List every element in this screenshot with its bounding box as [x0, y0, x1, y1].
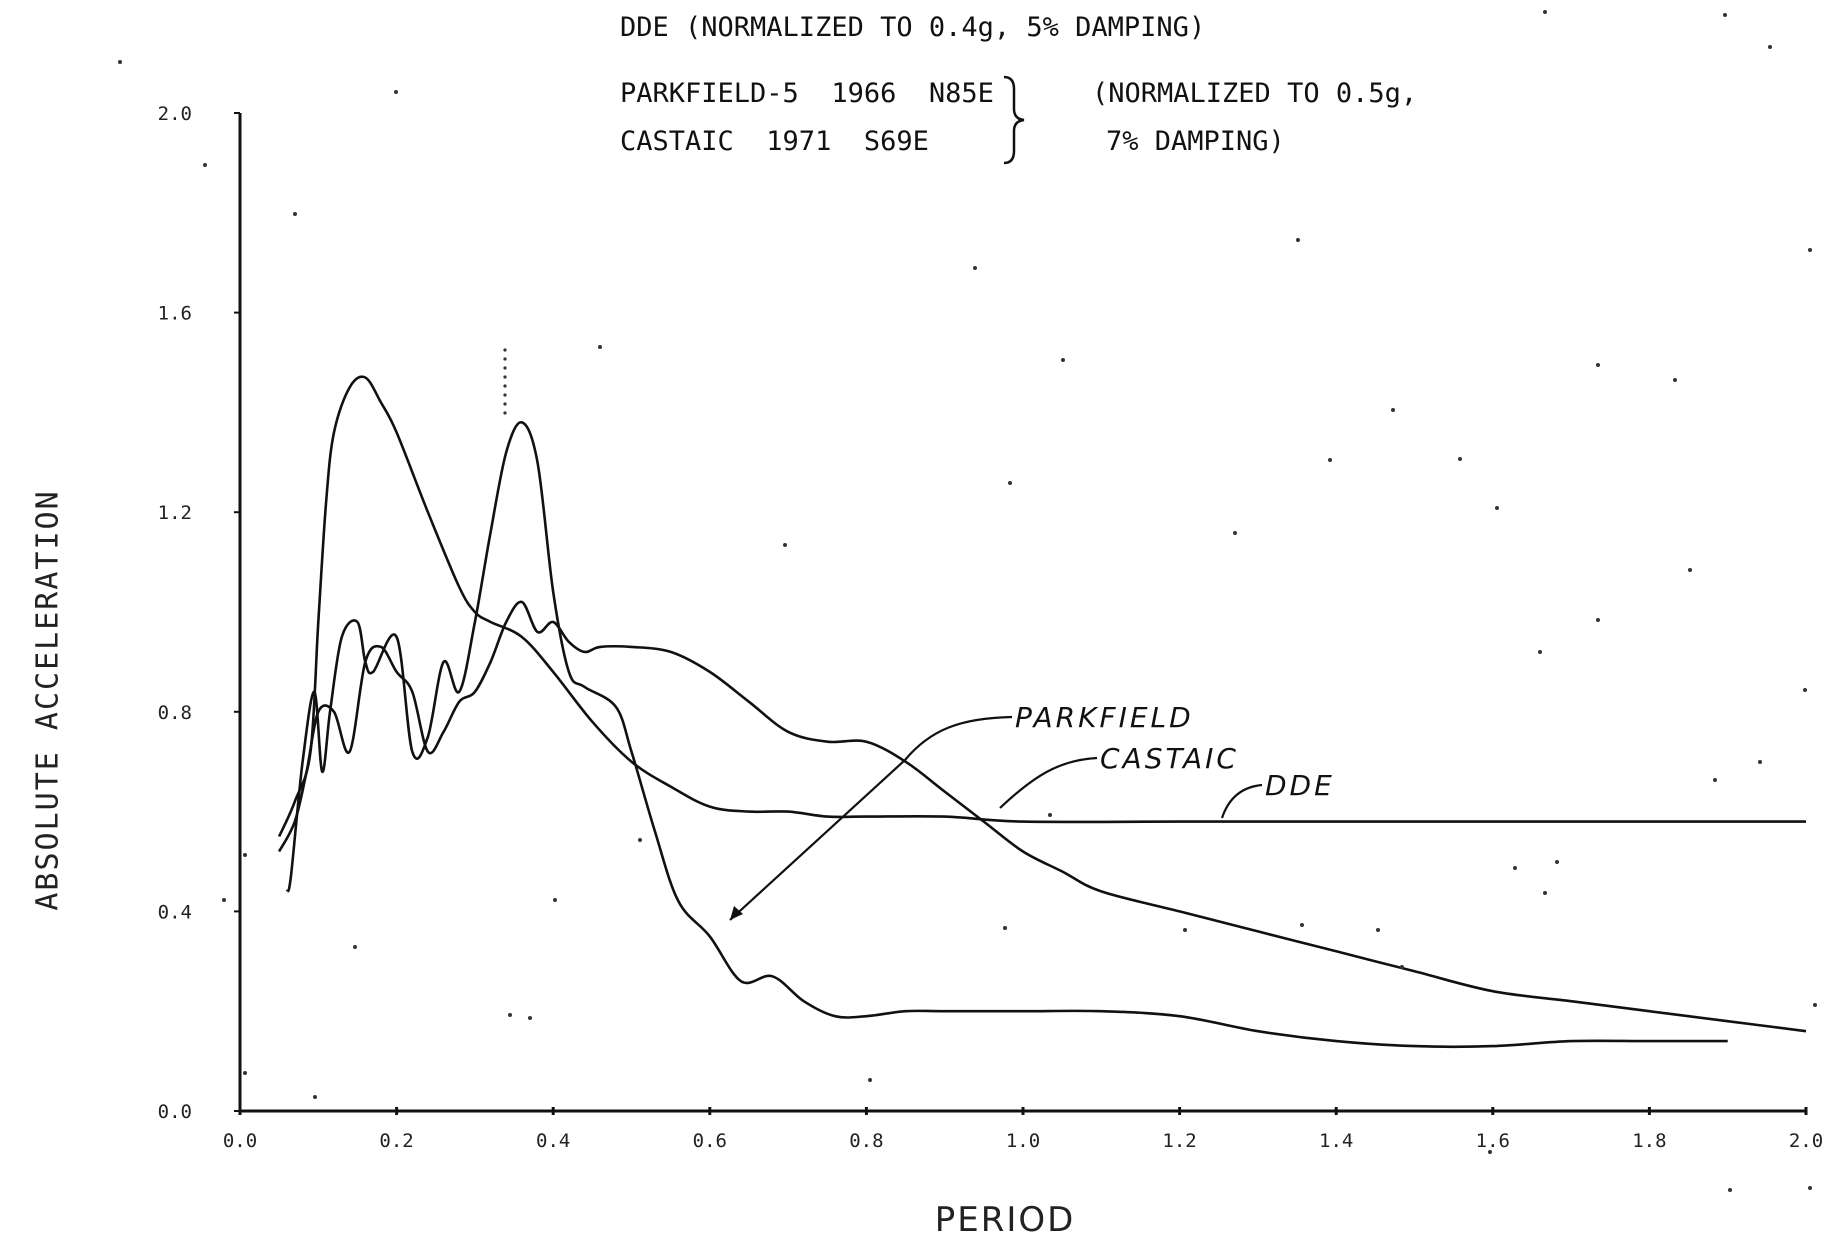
- scan-speck: [1808, 1186, 1812, 1190]
- y-tick-label: 0.4: [158, 901, 192, 923]
- scan-speck: [503, 357, 507, 361]
- legend-damping-note: 7% DAMPING): [1106, 126, 1285, 157]
- series-parkfield: [285, 421, 1728, 1049]
- y-tick-label: 0.0: [158, 1101, 192, 1123]
- series-castaic: [277, 600, 1807, 1033]
- scan-speck: [1808, 248, 1812, 252]
- callout-leader: [729, 715, 1013, 921]
- x-tick-label: 0.0: [223, 1130, 257, 1152]
- scan-speck: [1713, 778, 1717, 782]
- scan-speck: [1555, 860, 1559, 864]
- scan-speck: [1400, 965, 1404, 969]
- scan-speck: [1458, 457, 1462, 461]
- scan-speck: [598, 345, 602, 349]
- scan-speck: [203, 163, 207, 167]
- legend-line-parkfield: PARKFIELD-5 1966 N85E: [620, 78, 994, 109]
- scan-speck: [1391, 408, 1395, 412]
- scan-specks: [118, 10, 1817, 1192]
- y-tick-label: 1.6: [158, 303, 192, 325]
- scan-speck: [1183, 928, 1187, 932]
- scan-speck: [638, 838, 642, 842]
- scan-speck: [868, 1078, 872, 1082]
- scan-speck: [1538, 650, 1542, 654]
- legend-normalized-note: (NORMALIZED TO 0.5g,: [1092, 78, 1418, 109]
- x-tick-label: 1.8: [1632, 1130, 1666, 1152]
- x-tick-label: 2.0: [1789, 1130, 1823, 1152]
- scan-speck: [1543, 10, 1547, 14]
- scan-speck: [1008, 481, 1012, 485]
- scan-speck: [1803, 688, 1807, 692]
- scan-speck: [118, 60, 122, 64]
- scan-speck: [1688, 568, 1692, 572]
- callout-label: CASTAIC: [1100, 742, 1239, 775]
- x-tick-label: 1.6: [1476, 1130, 1510, 1152]
- scan-speck: [1728, 1188, 1732, 1192]
- callout-label: PARKFIELD: [1015, 701, 1194, 734]
- annotations: PARKFIELD CASTAIC DDE: [729, 701, 1335, 921]
- scan-speck: [503, 384, 507, 388]
- x-axis-label: PERIOD: [934, 1200, 1076, 1240]
- callout-arrowhead: [730, 906, 743, 920]
- scan-speck: [1596, 363, 1600, 367]
- scan-speck: [553, 898, 557, 902]
- scan-speck: [503, 411, 507, 415]
- scan-speck: [1300, 923, 1304, 927]
- scan-speck: [1673, 378, 1677, 382]
- scan-speck: [1768, 45, 1772, 49]
- scan-speck: [503, 375, 507, 379]
- scan-speck: [503, 393, 507, 397]
- y-tick-label: 0.8: [158, 702, 192, 724]
- scan-speck: [1328, 458, 1332, 462]
- scan-speck: [243, 853, 247, 857]
- tick-marks: [234, 112, 1808, 1115]
- scan-speck: [313, 1095, 317, 1099]
- x-tick-label: 1.2: [1162, 1130, 1196, 1152]
- scan-speck: [973, 266, 977, 270]
- scan-speck: [1233, 531, 1237, 535]
- callout-leader: [1220, 783, 1263, 819]
- scan-speck: [1495, 506, 1499, 510]
- scan-speck: [293, 212, 297, 216]
- scan-speck: [783, 543, 787, 547]
- scan-speck: [1296, 238, 1300, 242]
- scan-speck: [1723, 13, 1727, 17]
- x-tick-label: 0.6: [693, 1130, 727, 1152]
- x-tick-label: 0.8: [849, 1130, 883, 1152]
- x-tick-label: 1.0: [1006, 1130, 1040, 1152]
- scan-speck: [1596, 618, 1600, 622]
- x-tick-label: 0.4: [536, 1130, 570, 1152]
- scan-speck: [503, 348, 507, 352]
- scan-speck: [1048, 813, 1052, 817]
- scan-speck: [353, 945, 357, 949]
- legend-line-dde: DDE (NORMALIZED TO 0.4g, 5% DAMPING): [620, 12, 1206, 43]
- legend-brace: [1003, 75, 1025, 165]
- scan-speck: [503, 366, 507, 370]
- scan-speck: [508, 1013, 512, 1017]
- scan-speck: [1813, 1003, 1817, 1007]
- scan-speck: [1061, 358, 1065, 362]
- y-axis-label: ABSOLUTE ACCELERATION: [30, 489, 66, 911]
- callout-leader: [999, 756, 1098, 809]
- scan-speck: [394, 90, 398, 94]
- scan-speck: [528, 1016, 532, 1020]
- x-tick-label: 0.2: [379, 1130, 413, 1152]
- scan-speck: [222, 898, 226, 902]
- legend-line-castaic: CASTAIC 1971 S69E: [620, 126, 929, 157]
- scan-speck: [1488, 1150, 1492, 1154]
- series-dde: [277, 375, 1806, 838]
- scan-speck: [1376, 928, 1380, 932]
- scan-speck: [243, 1071, 247, 1075]
- scan-speck: [503, 402, 507, 406]
- scan-speck: [1513, 866, 1517, 870]
- series-lines: [277, 375, 1807, 1049]
- scan-speck: [1003, 926, 1007, 930]
- x-tick-label: 1.4: [1319, 1130, 1353, 1152]
- y-tick-label: 2.0: [158, 103, 192, 125]
- y-tick-label: 1.2: [158, 502, 192, 524]
- callout-label: DDE: [1265, 769, 1335, 802]
- tick-labels: 0.0 0.2 0.4 0.6 0.8 1.0 1.2 1.4 1.6 1.8 2.0 0.0 0.4 0…: [158, 103, 1823, 1152]
- scan-speck: [1758, 760, 1762, 764]
- scan-speck: [1543, 891, 1547, 895]
